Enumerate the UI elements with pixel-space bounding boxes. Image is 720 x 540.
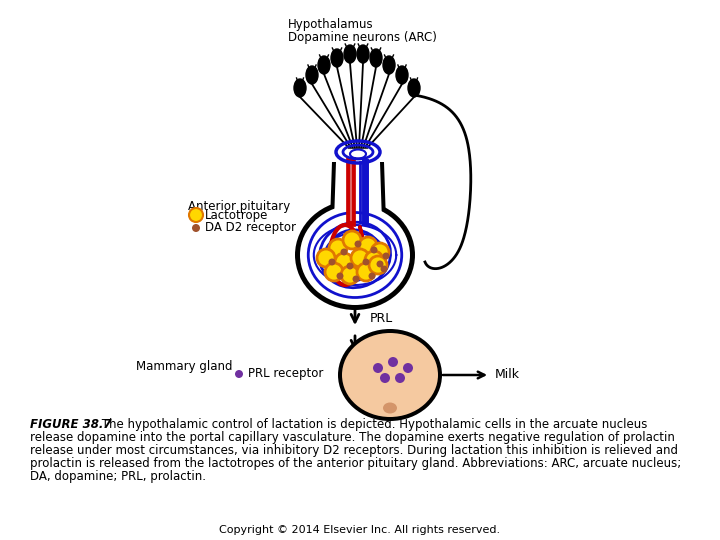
Circle shape [335, 253, 353, 271]
Circle shape [343, 231, 361, 249]
Circle shape [341, 266, 359, 284]
Circle shape [373, 363, 383, 373]
Circle shape [369, 256, 387, 274]
Circle shape [369, 273, 376, 280]
Ellipse shape [338, 329, 442, 421]
Ellipse shape [408, 79, 420, 97]
Ellipse shape [331, 49, 343, 67]
Circle shape [354, 240, 361, 247]
Circle shape [359, 237, 377, 255]
Ellipse shape [300, 205, 410, 305]
Text: release under most circumstances, via inhibitory D2 receptors. During lactation : release under most circumstances, via in… [30, 444, 678, 457]
Text: Hypothalamus: Hypothalamus [288, 18, 374, 31]
Ellipse shape [294, 79, 306, 97]
Text: release dopamine into the portal capillary vasculature. The dopamine exerts nega: release dopamine into the portal capilla… [30, 431, 675, 444]
Circle shape [357, 263, 375, 281]
Ellipse shape [383, 402, 397, 414]
Circle shape [365, 251, 383, 269]
Circle shape [353, 275, 359, 282]
Circle shape [388, 357, 398, 367]
Circle shape [395, 373, 405, 383]
Text: Milk: Milk [495, 368, 520, 381]
Circle shape [189, 208, 203, 222]
Text: Mammary gland: Mammary gland [135, 360, 232, 373]
Circle shape [192, 224, 200, 232]
Ellipse shape [295, 200, 415, 310]
Circle shape [351, 249, 369, 267]
Ellipse shape [396, 66, 408, 84]
Circle shape [382, 253, 390, 260]
Ellipse shape [383, 56, 395, 74]
Circle shape [362, 259, 369, 266]
Text: FIGURE 38.7: FIGURE 38.7 [30, 418, 112, 431]
Text: Anterior pituitary: Anterior pituitary [188, 200, 290, 213]
Circle shape [325, 263, 343, 281]
Text: DA D2 receptor: DA D2 receptor [205, 221, 296, 234]
Circle shape [377, 260, 384, 267]
Circle shape [371, 246, 377, 253]
Text: The hypothalamic control of lactation is depicted. Hypothalamic cells in the arc: The hypothalamic control of lactation is… [98, 418, 647, 431]
Text: DA, dopamine; PRL, prolactin.: DA, dopamine; PRL, prolactin. [30, 470, 206, 483]
Ellipse shape [342, 333, 438, 417]
Circle shape [328, 259, 336, 266]
Text: Lactotrope: Lactotrope [205, 208, 269, 221]
Circle shape [329, 239, 347, 257]
Text: Dopamine neurons (ARC): Dopamine neurons (ARC) [288, 31, 437, 44]
Polygon shape [334, 162, 382, 222]
Ellipse shape [318, 56, 330, 74]
Circle shape [336, 273, 343, 280]
Text: PRL: PRL [370, 312, 393, 325]
Text: Copyright © 2014 Elsevier Inc. All rights reserved.: Copyright © 2014 Elsevier Inc. All right… [220, 525, 500, 535]
Circle shape [235, 370, 243, 378]
Ellipse shape [357, 45, 369, 63]
Polygon shape [330, 162, 386, 222]
Circle shape [317, 249, 335, 267]
Circle shape [346, 262, 354, 269]
Text: prolactin is released from the lactotropes of the anterior pituitary gland. Abbr: prolactin is released from the lactotrop… [30, 457, 681, 470]
Ellipse shape [344, 45, 356, 63]
Text: PRL receptor: PRL receptor [248, 368, 323, 381]
Circle shape [380, 373, 390, 383]
Circle shape [371, 243, 389, 261]
Ellipse shape [306, 66, 318, 84]
Circle shape [380, 266, 387, 273]
Ellipse shape [370, 49, 382, 67]
Circle shape [341, 248, 348, 255]
Circle shape [403, 363, 413, 373]
